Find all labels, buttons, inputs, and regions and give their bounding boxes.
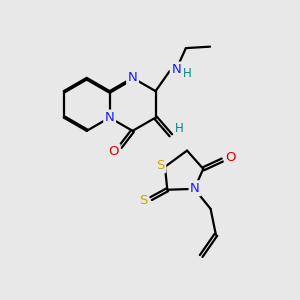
Text: N: N bbox=[190, 182, 200, 195]
Text: H: H bbox=[182, 67, 191, 80]
Text: H: H bbox=[175, 122, 184, 135]
Text: N: N bbox=[171, 63, 181, 76]
Text: S: S bbox=[139, 194, 147, 207]
Text: N: N bbox=[105, 111, 115, 124]
Text: O: O bbox=[109, 145, 119, 158]
Text: N: N bbox=[128, 71, 137, 84]
Text: O: O bbox=[225, 151, 236, 164]
Text: S: S bbox=[156, 159, 165, 172]
